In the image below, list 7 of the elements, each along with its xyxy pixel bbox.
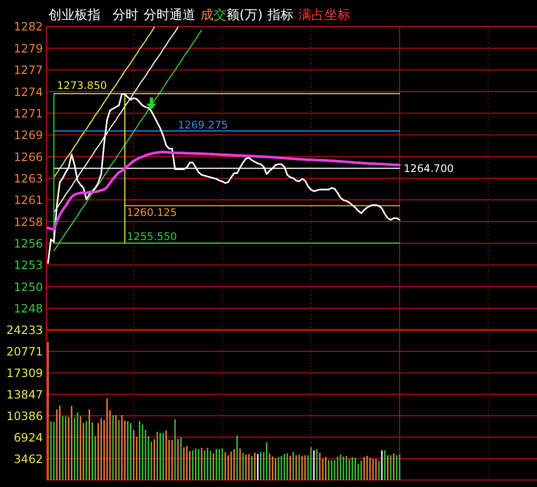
y-tick-label: 6924 bbox=[14, 430, 43, 444]
y-tick-label: 24233 bbox=[6, 323, 43, 338]
y-tick-label: 3462 bbox=[14, 452, 43, 466]
y-tick-label: 17309 bbox=[6, 366, 43, 380]
y-tick-label: 20771 bbox=[6, 344, 43, 359]
y-tick-label: 10386 bbox=[6, 408, 43, 423]
y-tick-label: 13847 bbox=[6, 388, 43, 402]
